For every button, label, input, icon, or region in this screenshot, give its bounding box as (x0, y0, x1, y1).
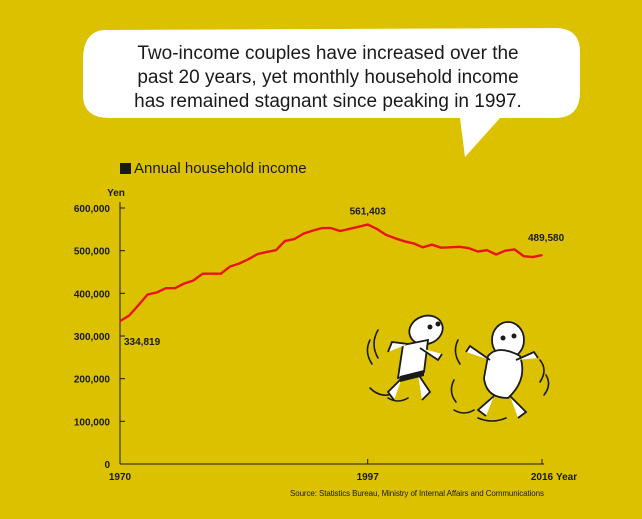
data-point (495, 253, 497, 256)
data-point (174, 287, 176, 290)
data-label: 489,580 (528, 233, 565, 244)
running-people-illustration (366, 314, 550, 422)
bubble-text: Two-income couples have increased over t… (118, 42, 538, 114)
data-point (376, 228, 378, 230)
x-tick-label: 2016 (531, 472, 554, 483)
speech-bubble-shape (83, 28, 580, 157)
data-point (165, 287, 167, 290)
data-point (210, 272, 213, 275)
data-label: 561,403 (350, 206, 387, 217)
data-point (403, 240, 406, 243)
data-point (275, 249, 277, 252)
y-tick-label: 600,000 (74, 204, 111, 215)
source-note: Source: Statistics Bureau, Ministry of I… (290, 489, 544, 498)
data-point (119, 320, 121, 322)
data-point (385, 234, 387, 236)
legend-square-icon (120, 163, 131, 174)
y-tick-label: 400,000 (74, 289, 111, 300)
data-point (541, 254, 543, 256)
data-point (146, 293, 149, 296)
y-tick-label: 500,000 (74, 247, 111, 258)
data-point (431, 243, 433, 246)
bubble-line-3: has remained stagnant since peaking in 1… (134, 91, 522, 112)
data-point (449, 246, 452, 249)
data-point (137, 304, 140, 307)
data-point (532, 256, 534, 258)
data-point (366, 223, 369, 226)
data-point (522, 255, 525, 258)
data-point (311, 229, 314, 232)
data-point (321, 227, 323, 229)
data-point (293, 238, 296, 240)
data-point (192, 279, 195, 282)
x-axis-unit-label: Year (556, 472, 577, 483)
data-point (247, 258, 250, 261)
x-tick-label: 1970 (109, 472, 132, 483)
data-point (504, 249, 507, 252)
data-point (284, 240, 286, 242)
data-point (394, 237, 397, 240)
chart-legend: Annual household income (120, 160, 307, 177)
data-point (458, 246, 461, 248)
data-point (330, 227, 332, 229)
bubble-line-1: Two-income couples have increased over t… (137, 43, 519, 64)
x-tick-label: 1997 (357, 472, 380, 483)
data-point (440, 246, 442, 249)
data-point (357, 225, 360, 228)
data-label: 334,819 (124, 337, 161, 348)
y-axis-unit-label: Yen (107, 188, 125, 199)
data-point (421, 246, 424, 249)
data-point (256, 253, 259, 255)
data-point (238, 262, 241, 265)
y-tick-label: 100,000 (74, 417, 111, 428)
bubble-line-2: past 20 years, yet monthly household inc… (137, 67, 519, 88)
data-point (183, 282, 186, 285)
data-point (128, 314, 130, 317)
data-point (348, 228, 351, 230)
data-point (412, 242, 415, 245)
y-tick-label: 0 (104, 460, 110, 471)
data-point (220, 272, 222, 275)
data-point (201, 272, 204, 275)
data-point (229, 265, 231, 268)
data-point (265, 251, 268, 253)
legend-label: Annual household income (134, 160, 307, 177)
data-point (486, 249, 488, 252)
y-tick-label: 200,000 (74, 375, 111, 386)
data-point (476, 250, 479, 253)
data-point (513, 248, 516, 251)
data-point (339, 230, 341, 232)
data-point (302, 232, 305, 235)
data-point (155, 291, 158, 294)
data-point (467, 247, 470, 249)
y-tick-label: 300,000 (74, 332, 111, 343)
